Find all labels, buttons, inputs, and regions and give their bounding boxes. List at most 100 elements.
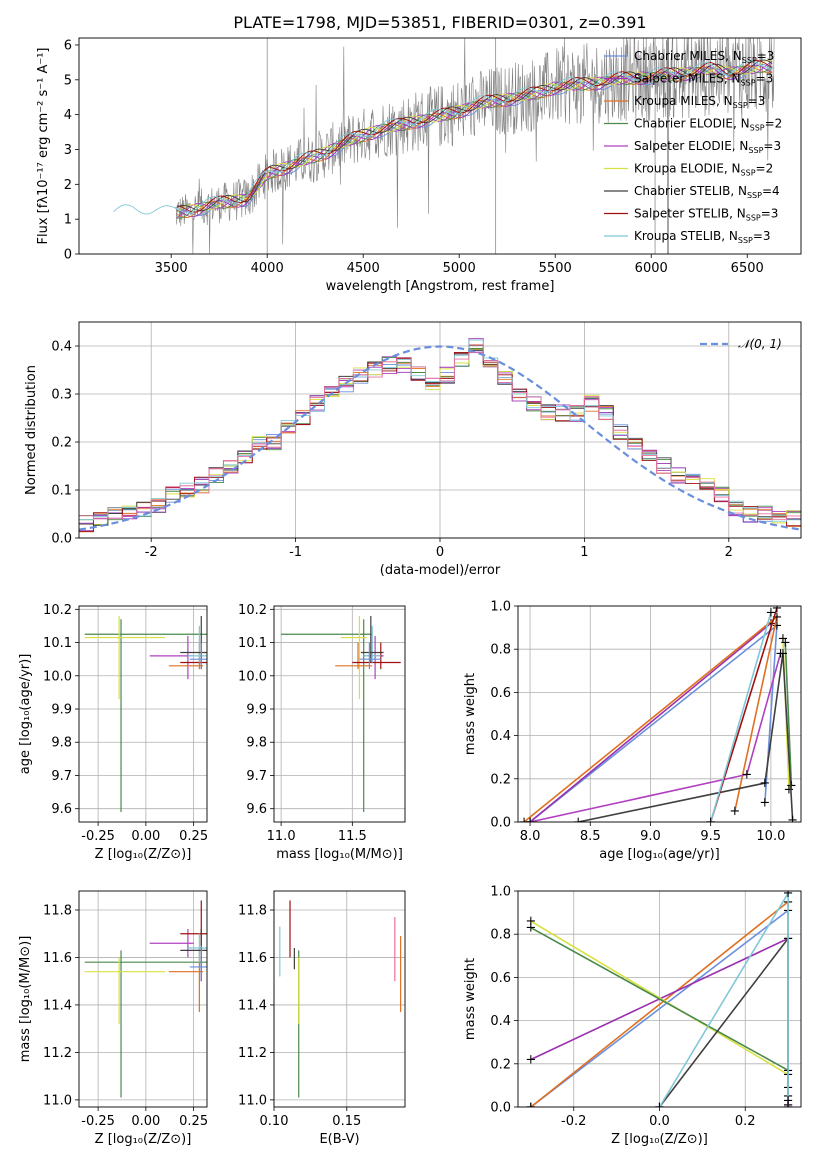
- mass-age-axes: 11.0 11.5 9.6 9.7 9.8 9.9 10.0 10.1 10.2 mass [lo…: [238, 603, 406, 862]
- x-axis-label: Z [log₁₀(Z/Z⊙)]: [95, 1132, 192, 1147]
- x-axis-label: E(B-V): [319, 1132, 359, 1147]
- legend-subscript: SSP: [741, 79, 756, 88]
- x-tick-label: 9.5: [700, 829, 721, 844]
- age-weight-axes-plot: +++++++++++++++++++++++: [519, 605, 798, 830]
- legend-value: =3: [757, 49, 775, 63]
- figure-title: PLATE=1798, MJD=53851, FIBERID=0301, z=0…: [233, 13, 646, 32]
- z-age-axes-plot: [84, 615, 207, 813]
- legend-subscript: SSP: [741, 169, 756, 178]
- y-axis-label: mass weight: [463, 673, 478, 755]
- point-marker: +: [784, 783, 795, 798]
- y-tick-label: 2: [64, 178, 72, 193]
- y-tick-label: 1.0: [490, 600, 511, 615]
- y-tick-label: 9.6: [51, 802, 72, 817]
- model-line-kroupa-miles: [176, 65, 773, 218]
- point-marker: +: [525, 914, 536, 929]
- y-tick-label: 9.6: [246, 802, 267, 817]
- y-tick-label: 5: [64, 73, 72, 88]
- model-line-chabrier-elodie: [176, 65, 773, 219]
- y-axis-label: mass weight: [463, 958, 478, 1040]
- x-axis-label: (data-model)/error: [380, 563, 501, 578]
- z-age-axes: -0.25 0.00 0.25 9.6 9.7 9.8 9.9 10.0 10.1 10.2 Z […: [18, 603, 208, 862]
- x-tick-label: 5000: [443, 261, 476, 276]
- z-weight-axes: ++++++++++++++++++++-0.2 0.0 0.2 0.0 0.2 0.4 0…: [463, 885, 802, 1147]
- ebv-mass-axes-grid: [273, 891, 405, 1107]
- y-tick-label: 11.4: [43, 998, 72, 1013]
- point-marker: +: [525, 1100, 536, 1115]
- legend-value: =3: [756, 72, 774, 86]
- y-tick-label: 10.2: [43, 603, 72, 618]
- weight-line: [523, 614, 779, 822]
- age-weight-axes-frame: [517, 605, 802, 823]
- mass-age-axes-frame: [273, 605, 406, 823]
- y-tick-label: 0.3: [51, 388, 72, 403]
- x-tick-label: 0.00: [131, 1114, 160, 1129]
- point-marker: +: [525, 1052, 536, 1067]
- legend-text: Chabrier ELODIE, N: [634, 117, 750, 131]
- z-age-axes-grid: [79, 606, 207, 822]
- y-axis-label: mass [log₁₀(M/M⊙)]: [18, 936, 33, 1063]
- x-tick-label: 0.25: [179, 1114, 208, 1129]
- age-weight-axes: +++++++++++++++++++++++8.0 8.5 9.0 9.5 10.0 0…: [463, 600, 802, 862]
- point-marker: +: [787, 813, 798, 828]
- y-tick-label: 10.0: [238, 669, 267, 684]
- legend-subscript: SSP: [738, 236, 753, 245]
- x-tick-label: 9.0: [640, 829, 661, 844]
- legend-entry: Kroupa ELODIE, NSSP=2: [634, 162, 773, 178]
- y-tick-label: 0.4: [490, 729, 511, 744]
- y-tick-label: 0.4: [51, 340, 72, 355]
- residual-axes-grid: [79, 322, 801, 539]
- y-tick-label: 0.0: [490, 816, 511, 831]
- x-tick-label: 6000: [635, 261, 668, 276]
- y-tick-label: 0: [64, 248, 72, 263]
- y-tick-label: 0.8: [490, 928, 511, 943]
- y-tick-label: 9.7: [51, 769, 72, 784]
- legend-text: Kroupa STELIB, N: [634, 229, 738, 243]
- y-tick-label: 11.8: [43, 903, 72, 918]
- point-marker: +: [759, 776, 770, 791]
- point-marker: +: [525, 921, 536, 936]
- y-tick-label: 9.9: [51, 703, 72, 718]
- x-axis-label: mass [log₁₀(M/M⊙)]: [276, 847, 403, 862]
- x-tick-label: 0: [436, 545, 444, 560]
- legend-value: =2: [756, 162, 774, 176]
- y-tick-label: 9.8: [51, 736, 72, 751]
- y-tick-label: 11.0: [43, 1093, 72, 1108]
- legend-text: Chabrier STELIB, N: [634, 184, 747, 198]
- x-tick-label: 0.00: [131, 829, 160, 844]
- legend-value: =3: [753, 229, 771, 243]
- y-tick-label: 0.6: [490, 971, 511, 986]
- y-tick-label: 0.1: [51, 484, 72, 499]
- x-tick-label: 5500: [539, 261, 572, 276]
- x-tick-label: 10.0: [756, 829, 785, 844]
- weight-line: [658, 936, 789, 1107]
- x-tick-label: 4000: [251, 261, 284, 276]
- legend-text: Kroupa MILES, N: [634, 94, 733, 108]
- y-tick-label: 10.1: [238, 636, 267, 651]
- point-marker: +: [765, 605, 776, 620]
- y-tick-label: 6: [64, 38, 72, 53]
- point-marker: +: [525, 815, 536, 830]
- residual-axes: -2 -1 0 1 2 0.0 0.1 0.2 0.3 0.4 (data-model)/error…: [24, 321, 802, 578]
- x-tick-label: 6500: [731, 261, 764, 276]
- legend-subscript: SSP: [742, 56, 757, 65]
- ebv-mass-axes: 0.10 0.15 11.0 11.2 11.4 11.6 11.8 E(B-V): [238, 890, 406, 1147]
- z-mass-axes: -0.25 0.00 0.25 11.0 11.2 11.4 11.6 11.8 Z [log₁…: [18, 890, 208, 1147]
- y-tick-label: 11.8: [238, 903, 267, 918]
- x-tick-label: -0.2: [561, 1114, 586, 1129]
- legend-entry: Kroupa MILES, NSSP=3: [634, 94, 765, 110]
- weight-line: [529, 653, 782, 822]
- y-tick-label: 9.9: [246, 703, 267, 718]
- y-tick-label: 11.6: [238, 951, 267, 966]
- point-marker: +: [525, 815, 536, 830]
- x-tick-label: -0.25: [81, 829, 115, 844]
- point-marker: +: [775, 647, 786, 662]
- y-tick-label: 0.2: [490, 1057, 511, 1072]
- x-axis-label: wavelength [Angstrom, rest frame]: [326, 279, 555, 294]
- y-tick-label: 0.6: [490, 686, 511, 701]
- point-marker: +: [765, 616, 776, 631]
- x-tick-label: -2: [145, 545, 158, 560]
- x-tick-label: 0.25: [179, 829, 208, 844]
- legend-text: Salpeter MILES, N: [634, 72, 741, 86]
